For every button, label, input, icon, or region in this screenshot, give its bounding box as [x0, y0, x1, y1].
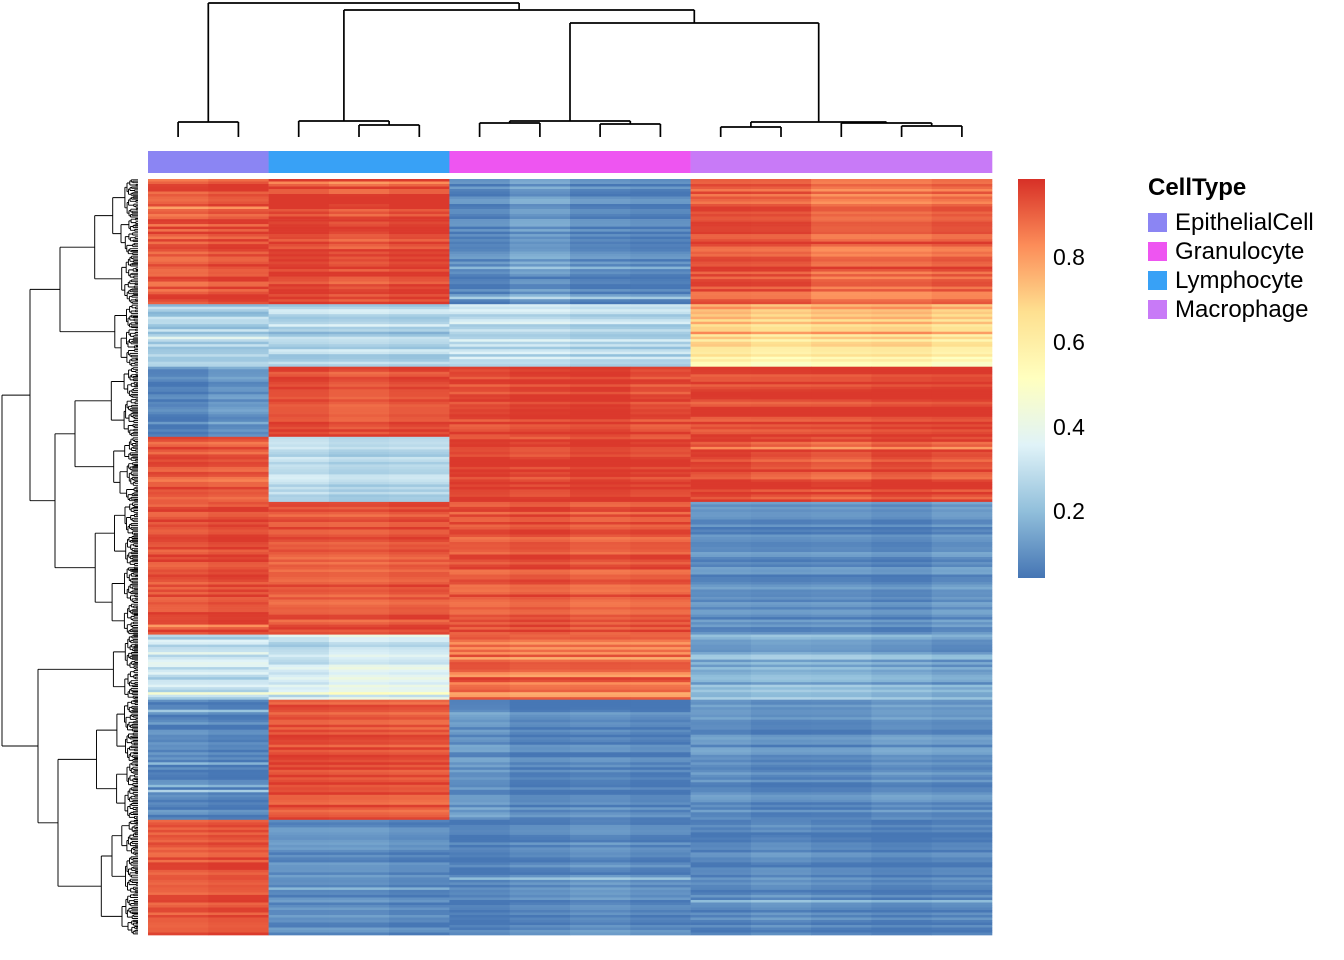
annotation-Macrophage — [690, 151, 993, 173]
legend-label: Macrophage — [1175, 295, 1309, 323]
lymphocyte-swatch — [1148, 271, 1167, 290]
celltype-annotation-bar — [148, 151, 993, 173]
legend-item-lymphocyte: Lymphocyte — [1148, 266, 1314, 295]
colorbar-tick-label: 0.6 — [1053, 329, 1085, 355]
legend-label: EpithelialCell — [1175, 208, 1314, 236]
column-dendrogram — [177, 2, 963, 137]
celltype-legend: CellType EpithelialCell Granulocyte Lymp… — [1148, 176, 1314, 324]
colorbar-tick-label: 0.2 — [1053, 498, 1085, 524]
legend-label: Granulocyte — [1175, 237, 1305, 265]
colorbar — [1018, 179, 1045, 578]
legend-label: Lymphocyte — [1175, 266, 1304, 294]
legend-title: CellType — [1148, 174, 1247, 201]
macrophage-swatch — [1148, 300, 1167, 319]
legend-item-macrophage: Macrophage — [1148, 295, 1314, 324]
legend-item-granulocyte: Granulocyte — [1148, 237, 1314, 266]
annotation-EpithelialCell — [148, 151, 269, 173]
colorbar-tick-label: 0.4 — [1053, 414, 1085, 440]
row-dendrogram — [1, 179, 138, 935]
annotation-Granulocyte — [449, 151, 691, 173]
epithelialcell-swatch — [1148, 213, 1167, 232]
granulocyte-swatch — [1148, 242, 1167, 261]
legend-item-epithelialcell: EpithelialCell — [1148, 208, 1314, 237]
colorbar-tick-label: 0.8 — [1053, 244, 1085, 270]
annotation-Lymphocyte — [268, 151, 450, 173]
heatmap-cells — [148, 179, 993, 936]
